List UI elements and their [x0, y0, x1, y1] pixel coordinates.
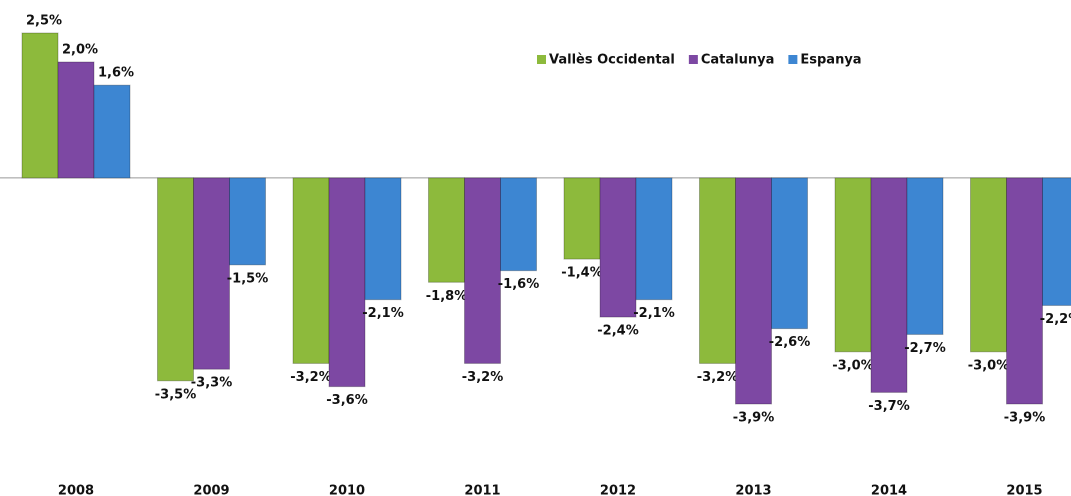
data-label: -1,6% [498, 277, 539, 292]
bar [57, 61, 95, 179]
legend-swatch [788, 55, 798, 64]
bar [1006, 177, 1043, 405]
bar [328, 177, 366, 388]
data-label: -2,4% [597, 324, 638, 339]
data-label: 1,6% [98, 66, 134, 81]
x-tick-label: 2010 [329, 484, 365, 496]
data-label: -3,5% [155, 387, 196, 402]
legend-swatch [537, 55, 546, 64]
data-label: -3,7% [868, 399, 909, 414]
bar [735, 177, 772, 405]
data-label: -3,9% [733, 411, 774, 426]
bar [229, 177, 266, 266]
x-tick-label: 2015 [1006, 484, 1042, 496]
data-label: -1,4% [561, 266, 602, 281]
bar [364, 177, 402, 301]
data-label: -3,9% [1004, 411, 1045, 426]
data-label: -3,2% [462, 370, 503, 385]
bar [771, 177, 808, 330]
bar [599, 177, 637, 318]
bar [500, 177, 537, 272]
data-label: -3,2% [290, 370, 331, 385]
data-label: -2,2% [1040, 312, 1071, 327]
x-tick-label: 2011 [464, 484, 500, 496]
legend-label: Vallès Occidental [549, 53, 675, 68]
bar [970, 177, 1007, 353]
bar [563, 177, 601, 260]
bar [193, 177, 230, 370]
bar [834, 177, 872, 353]
bar [157, 177, 194, 382]
bar [699, 177, 736, 364]
data-label: -1,5% [227, 271, 268, 286]
data-label: 2,5% [26, 14, 62, 29]
x-tick-label: 2008 [58, 484, 94, 496]
bar [464, 177, 501, 364]
legend-label: Catalunya [701, 53, 775, 68]
data-label: -3,0% [832, 358, 873, 373]
data-label: -2,6% [769, 335, 810, 350]
bar [1042, 177, 1071, 306]
bar [93, 84, 131, 179]
data-label: -2,1% [633, 306, 674, 321]
legend-swatch [688, 55, 698, 64]
bar [428, 177, 465, 283]
bar [870, 177, 908, 393]
data-label: -3,0% [968, 358, 1009, 373]
data-label: 2,0% [62, 42, 98, 57]
data-label: -2,1% [362, 306, 403, 321]
data-label: -3,2% [697, 370, 738, 385]
bar [906, 177, 944, 335]
legend-label: Espanya [800, 53, 861, 68]
x-tick-label: 2014 [871, 484, 907, 496]
data-label: -2,7% [904, 341, 945, 356]
bar [21, 32, 59, 179]
data-label: -1,8% [426, 289, 467, 304]
data-label: -3,6% [326, 393, 367, 408]
x-tick-label: 2009 [193, 484, 229, 496]
x-tick-label: 2012 [600, 484, 636, 496]
data-label: -3,3% [191, 376, 232, 391]
bar [292, 177, 330, 364]
x-tick-label: 2013 [735, 484, 771, 496]
bar [635, 177, 673, 301]
